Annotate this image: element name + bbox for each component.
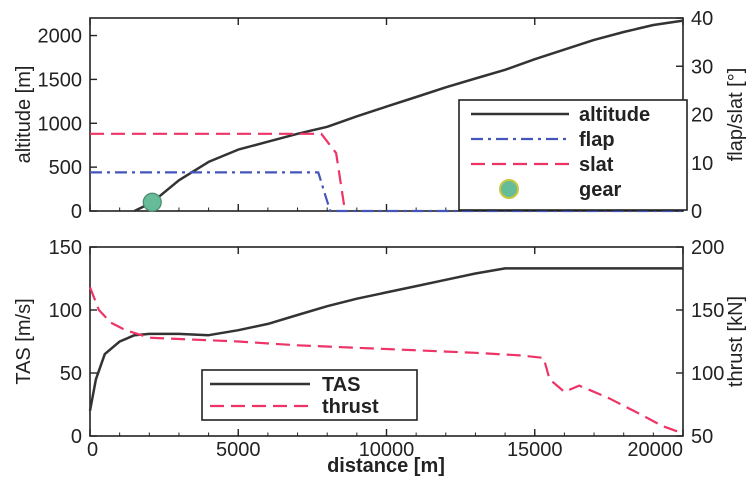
y2-axis-title: flap/slat [°] (725, 68, 747, 162)
legend-label-altitude: altitude (579, 104, 650, 126)
y-tick-label: 100 (49, 300, 82, 322)
y-tick-label: 0 (71, 426, 82, 448)
y2-tick-label: 50 (691, 426, 713, 448)
altitude-panel: 0 500 1000 1500 2000 0 10 20 30 40 altitude [m] fla… (13, 8, 747, 223)
y-axis-title: altitude [m] (13, 66, 35, 164)
y2-tick-label: 0 (691, 201, 702, 223)
legend-marker-gear (499, 179, 519, 199)
y2-tick-label: 20 (691, 105, 713, 127)
y-tick-label: 0 (71, 201, 82, 223)
tas-panel: 0 5000 10000 15000 20000 0 50 100 150 50 100 150 200… (13, 237, 747, 477)
y2-tick-label: 40 (691, 8, 713, 30)
y-tick-label: 50 (60, 363, 82, 385)
x-tick-label: 0 (87, 439, 98, 461)
y2-tick-label: 10 (691, 153, 713, 175)
y2-axis-title: thrust [kN] (725, 296, 747, 387)
series-line-altitude (133, 19, 684, 213)
y-axis-title: TAS [m/s] (13, 298, 35, 384)
x-tick-label: 5000 (216, 439, 261, 461)
series-line-TAS (88, 267, 683, 412)
legend-label-slat: slat (579, 154, 614, 176)
series-line-slat (90, 132, 347, 212)
legend-box (201, 369, 418, 421)
legend-label-thrust: thrust (322, 396, 379, 418)
x-tick-label: 15000 (507, 439, 563, 461)
legend-label-TAS: TAS (322, 374, 361, 396)
y-tick-label: 1500 (38, 69, 83, 91)
x-tick-label: 20000 (627, 439, 683, 461)
legend-label-gear: gear (579, 179, 621, 201)
y-tick-label: 1000 (38, 113, 83, 135)
y2-tick-label: 30 (691, 56, 713, 78)
y-tick-label: 150 (49, 237, 82, 259)
legend-box (458, 99, 688, 211)
x-axis-title: distance [m] (327, 455, 445, 477)
y-tick-label: 500 (49, 157, 82, 179)
series-line-thrust (88, 286, 684, 435)
legend-label-flap: flap (579, 129, 615, 151)
y2-tick-label: 150 (691, 300, 724, 322)
y2-tick-label: 100 (691, 363, 724, 385)
y-tick-label: 2000 (38, 26, 83, 48)
x-tick-label: 10000 (359, 439, 415, 461)
series-marker-gear (142, 192, 162, 212)
series-line-flap (90, 171, 683, 213)
y2-tick-label: 200 (691, 237, 724, 259)
